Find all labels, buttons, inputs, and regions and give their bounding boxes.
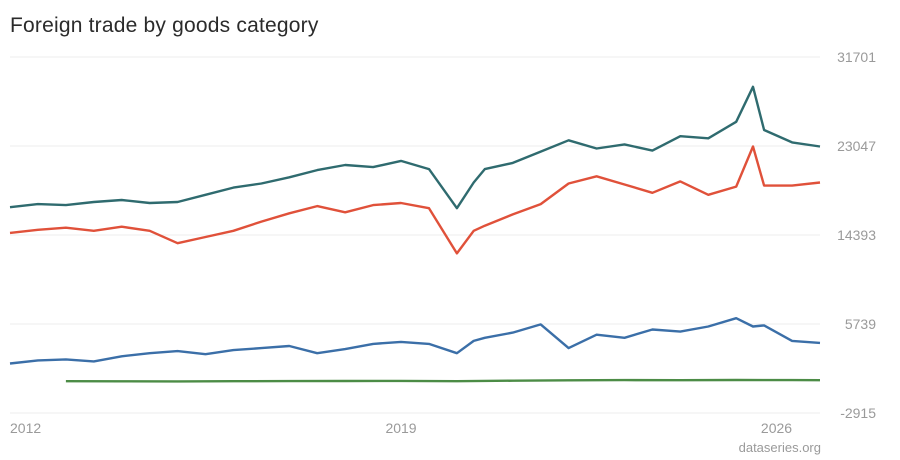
y-axis-ticks: 31701 23047 14393 5739 -2915 — [837, 49, 876, 421]
x-tick-label: 2019 — [385, 420, 416, 436]
y-tick-label: 5739 — [845, 316, 876, 332]
x-axis-ticks: 2012 2019 2026 — [10, 420, 792, 436]
chart-title: Foreign trade by goods category — [10, 14, 319, 37]
source-credit: dataseries.org — [738, 440, 821, 455]
series-line-1 — [9, 85, 821, 210]
x-tick-label: 2026 — [761, 420, 792, 436]
y-tick-label: 23047 — [837, 138, 876, 154]
y-tick-label: 14393 — [837, 227, 876, 243]
x-tick-label: 2012 — [10, 420, 41, 436]
series-group — [9, 85, 821, 383]
gridlines — [10, 56, 820, 414]
series-line-2 — [9, 145, 821, 255]
series-line-4 — [65, 378, 821, 383]
series-line-3 — [9, 317, 821, 365]
y-tick-label: 31701 — [837, 49, 876, 65]
y-tick-label: -2915 — [840, 405, 876, 421]
